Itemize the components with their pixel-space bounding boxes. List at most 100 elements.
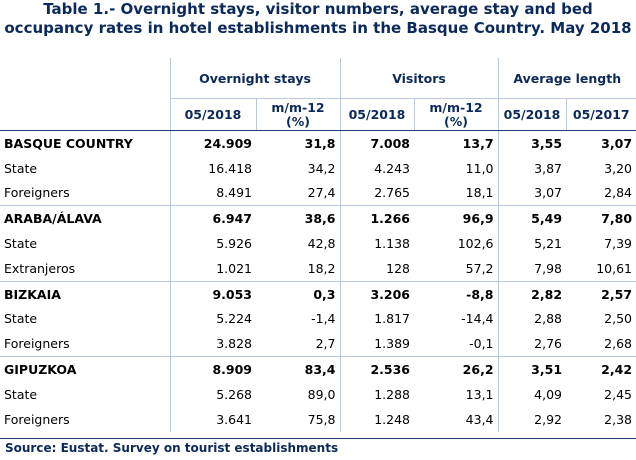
table-cell: 75,8 [307,411,336,427]
row-label: Extranjeros [0,255,170,282]
table-cell: 3,87 [497,155,567,181]
table-cell: 3.641 [169,406,256,432]
table-cell: 18,2 [256,255,340,282]
table-cell: 26,2 [462,362,494,378]
table-cell: 2,84 [566,180,636,207]
table-cell: 1.817 [339,306,414,332]
table-cell: 3,20 [604,160,633,176]
sub-header: m/m-12 (%) [413,98,499,131]
table-cell: 31,8 [304,135,336,151]
table-cell: 89,0 [307,386,336,402]
table-cell: 1.266 [339,205,414,232]
group-header-visitors: Visitors [339,58,499,99]
table-cell: 0,3 [313,286,336,302]
table-cell: 43,4 [465,411,494,427]
sub-header: 05/2017 [565,98,636,131]
row-label: State [4,236,38,252]
row-label: Foreigners [0,180,170,207]
table-cell: 13,1 [465,386,494,402]
table-cell: 96,9 [462,211,494,227]
table-cell: 5,49 [497,205,567,232]
table-cell: 5,21 [497,231,567,256]
table-body: BASQUE COUNTRY 24.909 31,8 7.008 13,7 3,55 3,0… [0,130,636,432]
table-cell: 3,55 [497,130,567,156]
table-cell: 4,09 [497,381,567,407]
table-cell: 42,8 [307,236,336,252]
group-header-overnight-stays: Overnight stays [169,58,340,99]
table-cell: 24.909 [169,130,256,156]
table-cell: 5.268 [169,381,256,407]
table-cell: -14,4 [461,311,494,327]
row-label: Foreigners [0,331,170,358]
table-cell: 6.947 [169,205,256,232]
table-cell: 1.389 [339,331,414,358]
table-cell: 1.138 [339,231,414,256]
table-cell: 102,6 [457,236,494,252]
table-cell: 1.021 [169,255,256,282]
table-cell: 5.224 [169,306,256,332]
table-cell: 7,39 [604,236,633,252]
sub-header: 05/2018 [497,98,567,131]
table-cell: 3,07 [601,135,633,151]
table-cell: 2,92 [497,406,567,432]
table-title: Table 1.- Overnight stays, visitor numbe… [4,0,632,37]
statistics-table: Overnight stays Visitors Average length … [0,58,636,432]
row-label: GIPUZKOA [4,362,77,378]
table-cell: 2,7 [256,331,340,358]
table-cell: 2,88 [497,306,567,332]
table-cell: 7,80 [601,211,633,227]
table-cell: 38,6 [304,211,336,227]
region-row: ARABA/ÁLAVA 6.947 38,6 1.266 96,9 5,49 7,80 [0,205,636,232]
region-row: BIZKAIA 9.053 0,3 3.206 -8,8 2,82 2,57 [0,281,636,307]
table-cell: 3.828 [169,331,256,358]
row-label: BIZKAIA [4,286,61,302]
table-cell: 27,4 [256,180,340,207]
row-label: Foreigners [4,411,70,427]
table-cell: 8.491 [169,180,256,207]
sub-header: 05/2018 [169,98,256,131]
table-cell: 57,2 [414,255,499,282]
table-cell: 2,57 [601,286,633,302]
row-label: State [4,386,38,402]
sub-header-row: 05/2018 m/m-12 (%) 05/2018 m/m-12 (%) 05… [0,98,636,131]
row-label: State [4,160,38,176]
row-label: State [4,311,38,327]
group-header-row: Overnight stays Visitors Average length [0,58,636,99]
table-row: Foreigners 3.828 2,7 1.389 -0,1 2,76 2,68 [0,331,636,358]
table-cell: 2,50 [604,311,633,327]
table-row: Extranjeros 1.021 18,2 128 57,2 7,98 10,61 [0,255,636,282]
table-cell: 83,4 [304,362,336,378]
table-row: Foreigners 8.491 27,4 2.765 18,1 3,07 2,84 [0,180,636,207]
table-cell: 16.418 [169,155,256,181]
table-cell: 1.288 [339,381,414,407]
table-cell: 2,76 [497,331,567,358]
table-cell: 3,51 [497,356,567,382]
table-cell: 13,7 [462,135,494,151]
table-cell: 5.926 [169,231,256,256]
region-row: GIPUZKOA 8.909 83,4 2.536 26,2 3,51 2,42 [0,356,636,382]
row-label: ARABA/ÁLAVA [4,211,102,227]
table-cell: 2,68 [566,331,636,358]
row-label: BASQUE COUNTRY [4,135,133,151]
table-cell: 10,61 [566,255,636,282]
table-cell: 2,45 [604,386,633,402]
header-corner [0,58,170,99]
table-cell: 128 [339,255,414,282]
table-row: State 16.418 34,2 4.243 11,0 3,87 3,20 [0,155,636,181]
table-cell: 1.248 [339,406,414,432]
table-cell: 7.008 [339,130,414,156]
table-cell: 2.765 [339,180,414,207]
table-row: Foreigners 3.641 75,8 1.248 43,4 2,92 2,38 [0,406,636,432]
table-cell: 3,07 [497,180,567,207]
sub-header: m/m-12 (%) [255,98,340,131]
table-cell: 2.536 [339,356,414,382]
table-cell: 4.243 [339,155,414,181]
table-cell: 9.053 [169,281,256,307]
table-cell: -1,4 [311,311,336,327]
source-note: Source: Eustat. Survey on tourist establ… [5,441,339,455]
table-cell: -0,1 [414,331,499,358]
table-row: State 5.268 89,0 1.288 13,1 4,09 2,45 [0,381,636,407]
table-cell: 34,2 [307,160,336,176]
sub-header-corner [0,98,170,131]
region-row: BASQUE COUNTRY 24.909 31,8 7.008 13,7 3,55 3,0… [0,130,636,156]
